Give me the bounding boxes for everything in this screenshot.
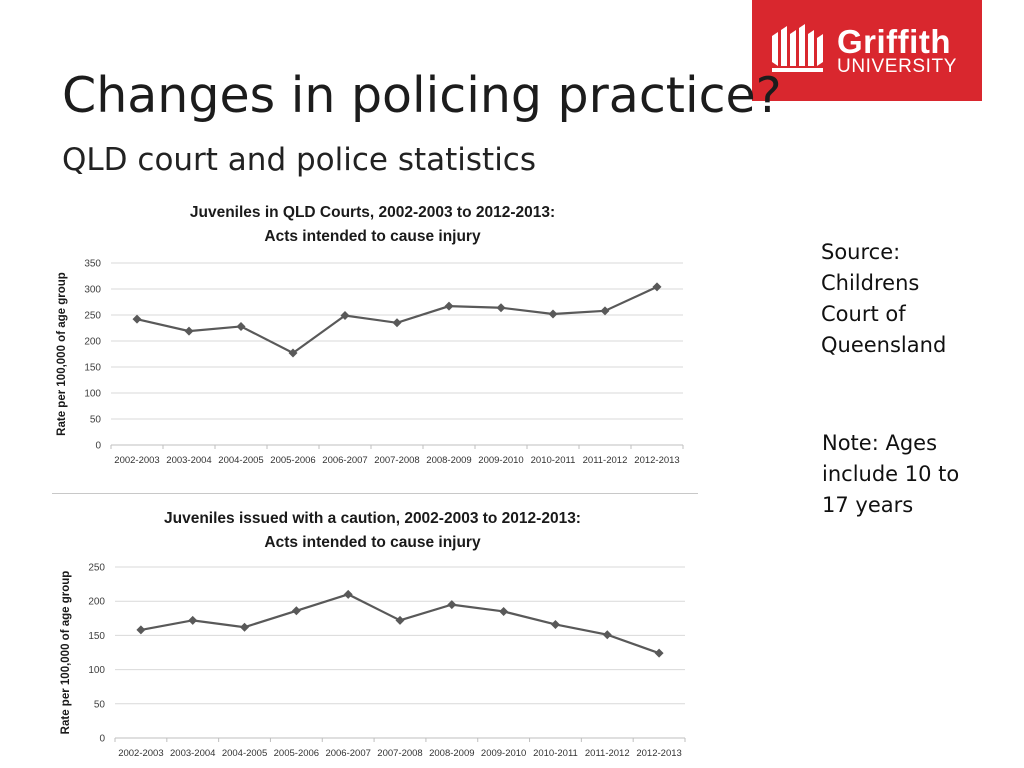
data-point xyxy=(343,589,353,599)
data-point xyxy=(392,318,402,328)
courts-line-chart: 0 50 100 150 200 250 300 350 2002-2003 2003-2004 2… xyxy=(56,259,684,466)
x-tick-label: 2003-2004 xyxy=(170,748,215,759)
x-tick-label: 2002-2003 xyxy=(118,748,163,759)
x-tick-label: 2004-2005 xyxy=(222,748,267,759)
x-tick-label: 2006-2007 xyxy=(325,748,370,759)
slide-subtitle: QLD court and police statistics xyxy=(62,142,537,178)
data-point xyxy=(550,619,560,629)
x-tick-label: 2007-2008 xyxy=(374,455,419,466)
data-point xyxy=(136,625,146,635)
logo-line2: UNIVERSITY xyxy=(837,56,958,77)
data-point xyxy=(184,326,194,336)
x-tick-label: 2007-2008 xyxy=(377,748,422,759)
y-tick-label: 150 xyxy=(84,363,101,374)
x-tick-label: 2012-2013 xyxy=(634,455,679,466)
data-point xyxy=(447,600,457,610)
data-point xyxy=(288,348,298,358)
data-point xyxy=(240,622,250,632)
y-tick-label: 100 xyxy=(84,389,101,400)
logo-wordmark: Griffith UNIVERSITY xyxy=(837,23,958,77)
chart2-subtitle: Acts intended to cause injury xyxy=(264,534,481,551)
data-point xyxy=(600,306,610,316)
data-point xyxy=(395,615,405,625)
griffith-crest-icon xyxy=(772,24,823,72)
data-point xyxy=(654,648,664,658)
y-tick-label: 50 xyxy=(90,415,102,426)
y-tick-label: 50 xyxy=(94,699,106,710)
slide-title: Changes in policing practice? xyxy=(62,67,782,124)
y-tick-label: 0 xyxy=(95,441,101,452)
x-tick-label: 2009-2010 xyxy=(478,455,523,466)
x-tick-label: 2005-2006 xyxy=(274,748,319,759)
y-axis-label: Rate per 100,000 of age group xyxy=(60,571,72,735)
chart2-title: Juveniles issued with a caution, 2002-20… xyxy=(164,510,581,527)
y-tick-label: 250 xyxy=(88,563,105,574)
y-tick-label: 300 xyxy=(84,285,101,296)
x-tick-label: 2008-2009 xyxy=(429,748,474,759)
data-point xyxy=(496,303,506,313)
chart1-title: Juveniles in QLD Courts, 2002-2003 to 20… xyxy=(189,204,556,221)
y-tick-label: 150 xyxy=(88,631,105,642)
y-tick-label: 250 xyxy=(84,311,101,322)
x-tick-label: 2012-2013 xyxy=(636,748,681,759)
y-tick-label: 100 xyxy=(88,665,105,676)
y-tick-label: 200 xyxy=(84,337,101,348)
x-tick-label: 2009-2010 xyxy=(481,748,526,759)
x-tick-label: 2008-2009 xyxy=(426,455,471,466)
data-point xyxy=(340,311,350,321)
y-tick-label: 200 xyxy=(88,597,105,608)
x-tick-label: 2010-2011 xyxy=(533,748,578,759)
data-point xyxy=(444,301,454,311)
x-tick-label: 2006-2007 xyxy=(322,455,367,466)
data-point xyxy=(602,630,612,640)
data-point xyxy=(652,282,662,292)
data-point xyxy=(188,615,198,625)
data-point xyxy=(291,606,301,616)
data-point xyxy=(132,314,142,324)
chart2-title-block: Juveniles issued with a caution, 2002-20… xyxy=(50,507,695,555)
age-note: Note: Ages include 10 to 17 years xyxy=(822,431,960,517)
x-tick-label: 2003-2004 xyxy=(166,455,211,466)
cautions-line-chart: 0 50 100 150 200 250 2002-2003 2003-2004 2004-20… xyxy=(60,563,686,759)
y-axis-label: Rate per 100,000 of age group xyxy=(56,272,68,436)
y-tick-label: 0 xyxy=(99,734,105,745)
x-tick-label: 2011-2012 xyxy=(583,455,628,466)
chart-divider xyxy=(52,493,698,494)
logo-line1: Griffith xyxy=(837,23,951,60)
x-tick-label: 2005-2006 xyxy=(270,455,315,466)
chart1-subtitle: Acts intended to cause injury xyxy=(264,228,481,245)
x-tick-label: 2011-2012 xyxy=(585,748,630,759)
data-point xyxy=(236,321,246,331)
x-tick-label: 2004-2005 xyxy=(218,455,263,466)
x-tick-label: 2002-2003 xyxy=(114,455,159,466)
data-point xyxy=(548,309,558,319)
data-point xyxy=(499,606,509,616)
chart1-title-block: Juveniles in QLD Courts, 2002-2003 to 20… xyxy=(50,201,695,249)
x-tick-label: 2010-2011 xyxy=(531,455,576,466)
source-note: Source: Childrens Court of Queensland xyxy=(821,240,947,357)
y-tick-label: 350 xyxy=(84,259,101,270)
